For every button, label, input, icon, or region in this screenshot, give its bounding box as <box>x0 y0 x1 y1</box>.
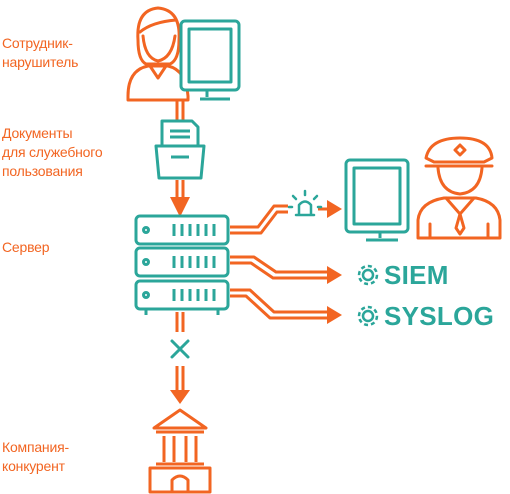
flow-arrow <box>170 101 190 217</box>
alert-arrow <box>230 204 330 235</box>
syslog-label: SYSLOG <box>384 301 495 331</box>
syslog-arrowhead <box>327 306 342 324</box>
building-icon <box>148 408 212 494</box>
employee-label: Сотрудник- нарушитель <box>2 35 79 70</box>
competitor-label: Компания- конкурент <box>2 439 69 474</box>
security-officer-icon <box>416 136 502 240</box>
siem-arrow <box>230 255 330 280</box>
monitor-icon <box>344 158 410 242</box>
monitor-icon <box>179 19 241 101</box>
siren-icon <box>287 189 323 217</box>
employee-icon <box>126 6 190 102</box>
documents-label: Документы для служебного пользования <box>2 125 103 179</box>
alert-arrowhead <box>327 200 342 218</box>
siem-label: SIEM <box>384 260 449 290</box>
gear-icon <box>357 264 379 286</box>
syslog-arrow <box>230 288 330 320</box>
folder-documents-icon <box>154 119 206 180</box>
server-label: Сервер <box>2 239 50 255</box>
server-icon <box>134 214 230 315</box>
blocked-x-icon <box>170 339 190 359</box>
blocked-arrow <box>175 312 185 392</box>
gear-icon <box>357 305 379 327</box>
blocked-arrowhead <box>170 390 190 404</box>
siem-arrowhead <box>327 266 342 284</box>
